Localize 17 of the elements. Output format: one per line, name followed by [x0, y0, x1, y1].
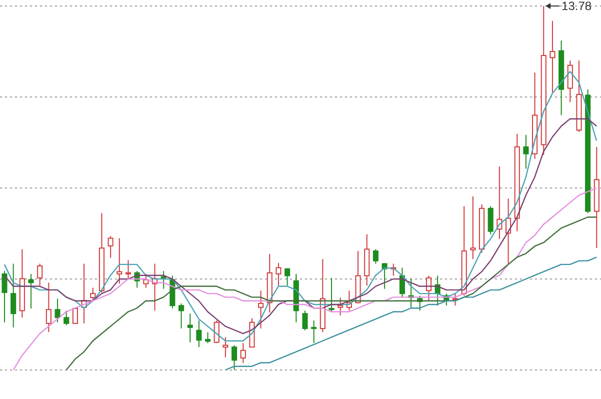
candlestick: [187, 313, 193, 343]
candlestick: [470, 196, 476, 260]
candlestick: [10, 263, 16, 328]
candlestick: [558, 40, 564, 116]
candlestick: [19, 248, 25, 318]
candlestick: [567, 60, 573, 103]
candlestick: [514, 133, 520, 232]
candlestick: [311, 320, 317, 344]
candlestick: [364, 234, 370, 286]
annotation: 13.78: [562, 0, 592, 13]
candlestick: [550, 20, 556, 93]
candlestick: [540, 6, 546, 156]
candlestick: [240, 342, 246, 364]
candlestick: [196, 320, 202, 348]
candlestick: [116, 238, 122, 284]
candlestick: [523, 134, 529, 170]
candlestick: [258, 290, 264, 330]
